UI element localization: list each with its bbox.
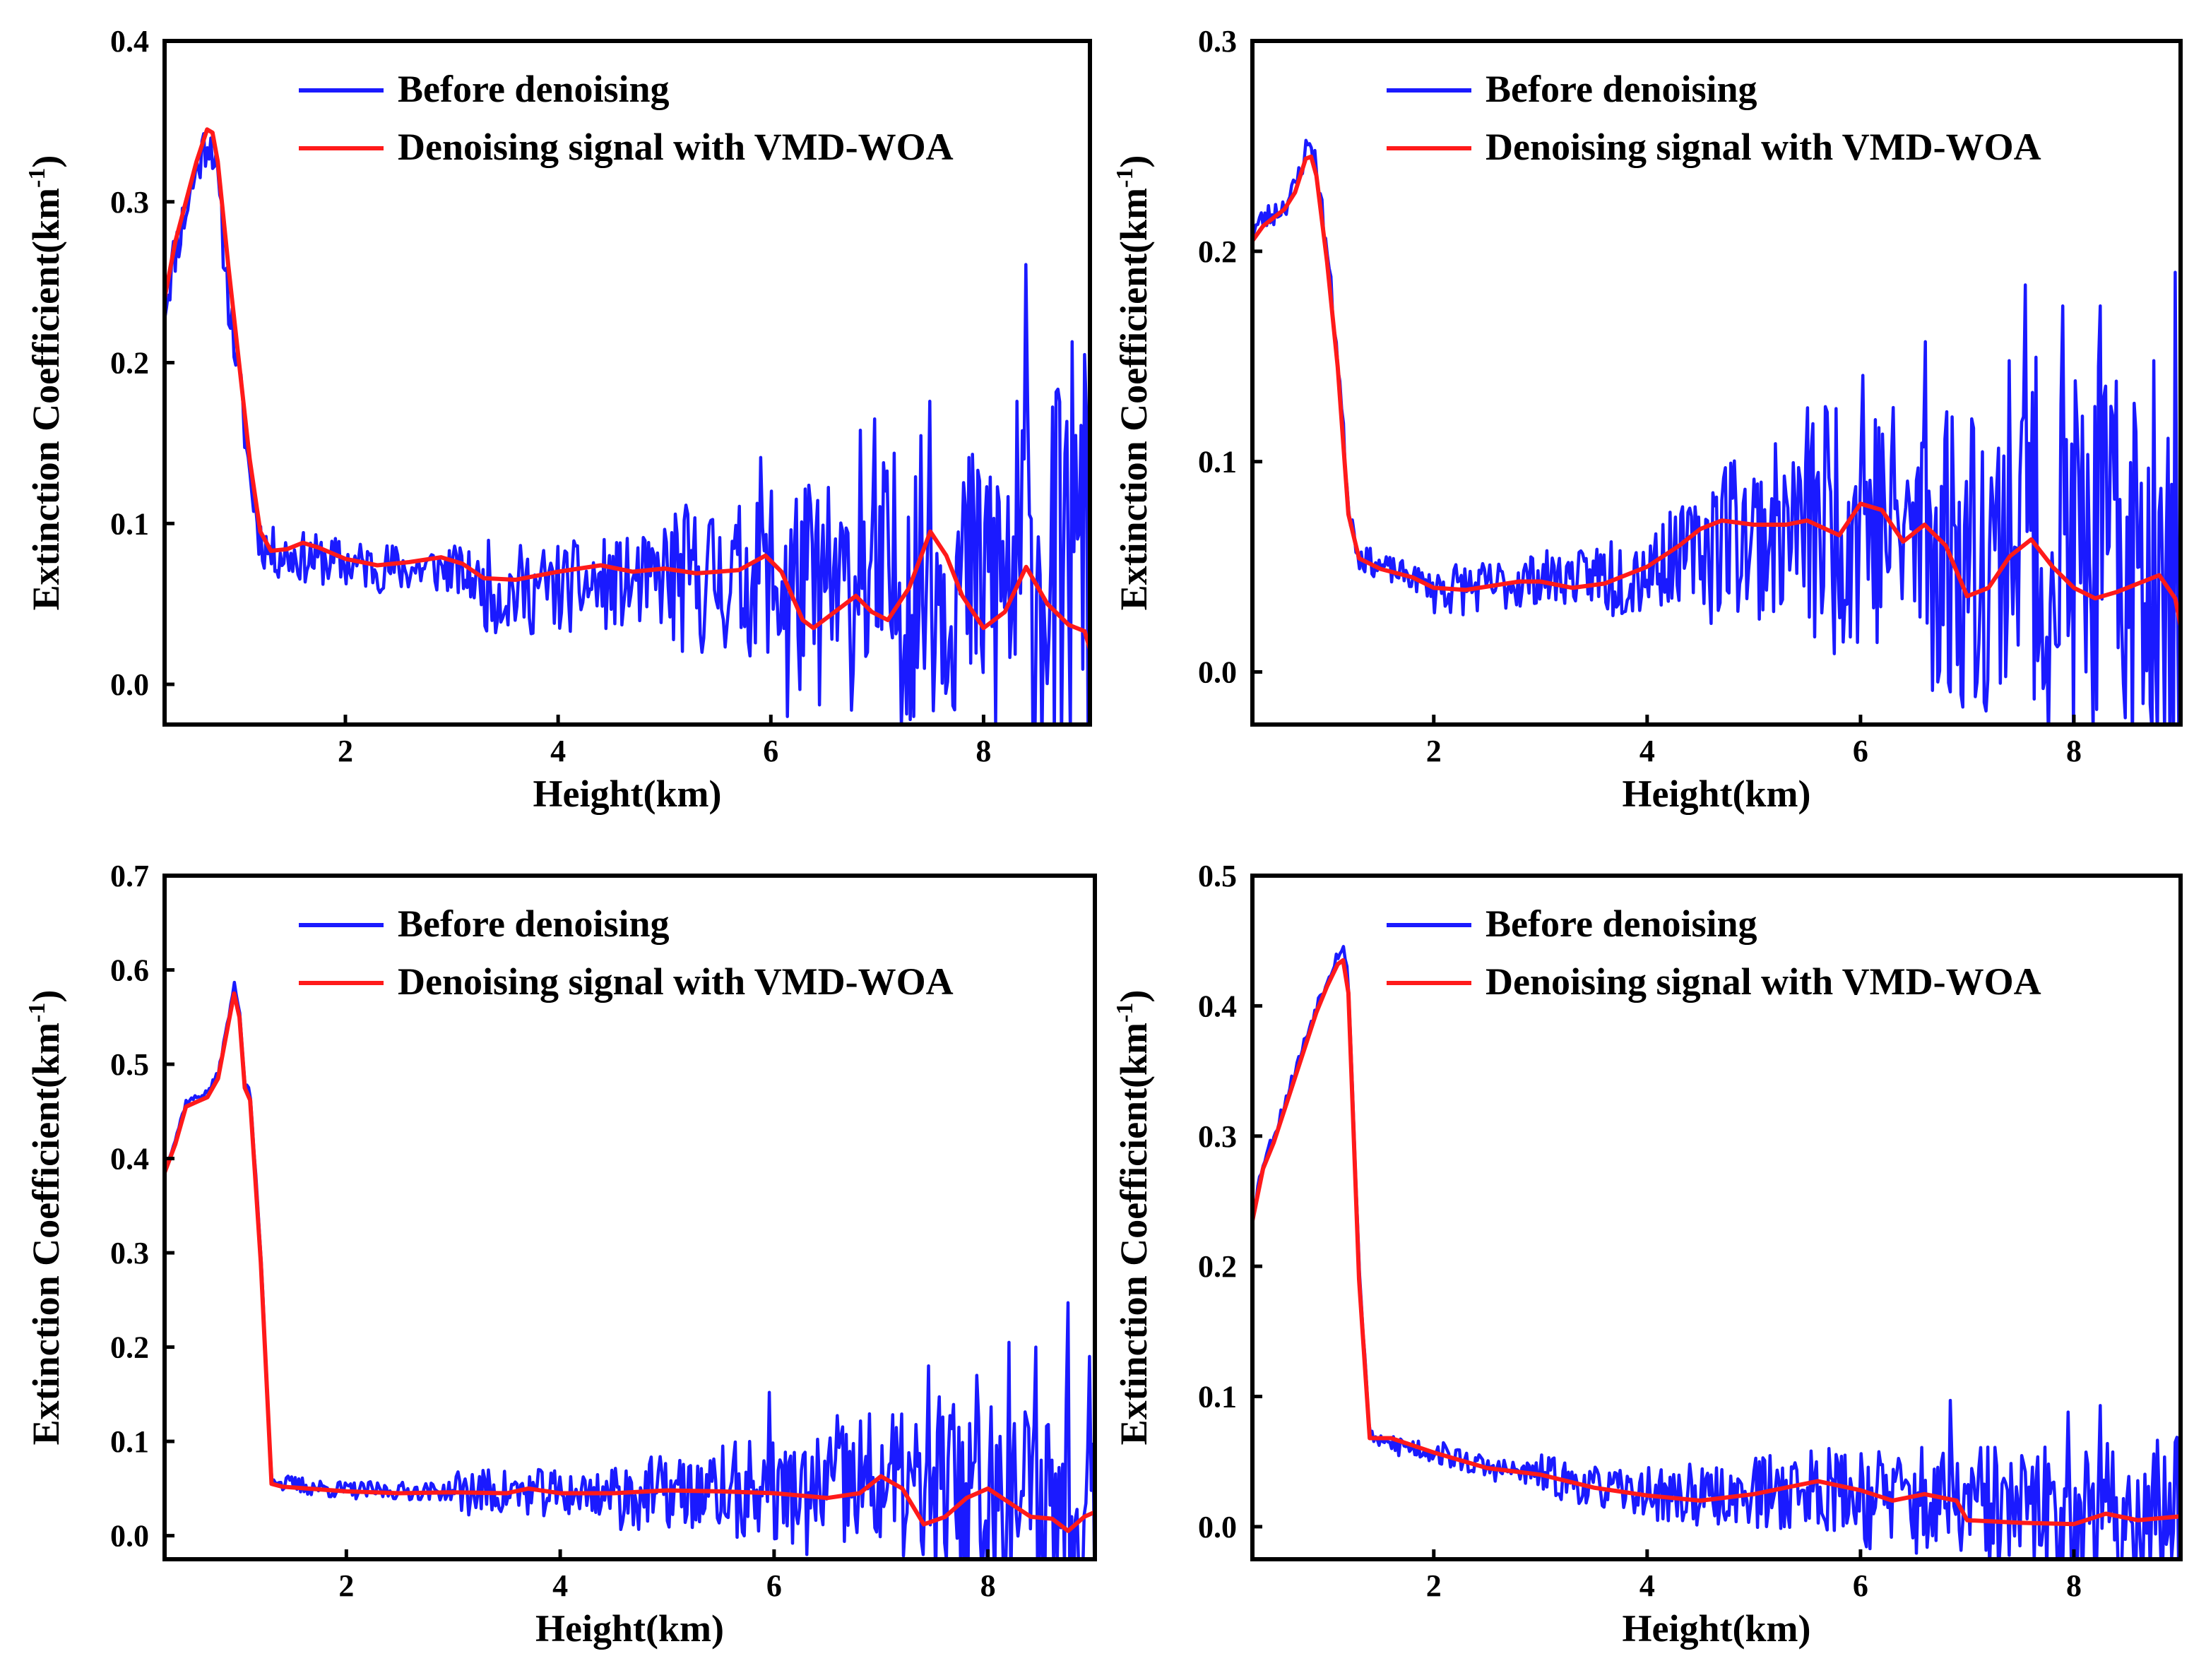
y-tick-label: 0.1 — [110, 506, 149, 541]
legend-label-denoised: Denoising signal with VMD-WOA — [1486, 126, 2041, 168]
legend: Before denoising Denoising signal with VM… — [299, 68, 954, 168]
x-tick-label: 4 — [1639, 1568, 1655, 1603]
y-axis-title-superscript: -1 — [24, 1003, 50, 1023]
x-tick-label: 4 — [1639, 734, 1655, 768]
y-tick-label: 0.0 — [1198, 1510, 1237, 1544]
series-line-before-denoising — [1252, 945, 2181, 1559]
x-tick-label: 4 — [552, 1568, 568, 1603]
legend-label-before: Before denoising — [398, 68, 670, 110]
x-axis-title: Height(km) — [533, 773, 722, 815]
legend: Before denoising Denoising signal with VM… — [299, 902, 954, 1003]
plot-area — [1252, 138, 2181, 725]
y-tick-label: 0.0 — [1198, 655, 1237, 690]
y-axis-title-close: ) — [1113, 155, 1155, 168]
x-tick-label: 8 — [2066, 734, 2082, 768]
x-tick-label: 6 — [763, 734, 778, 768]
plot-frame — [1250, 39, 2183, 727]
y-axis-title-superscript: -1 — [24, 168, 50, 188]
y-axis-title-close: ) — [25, 990, 67, 1003]
series-line-before-denoising — [1252, 138, 2181, 725]
legend-label-before: Before denoising — [1486, 902, 1757, 945]
plot-frame — [162, 874, 1097, 1561]
legend: Before denoising Denoising signal with VM… — [1387, 902, 2041, 1003]
x-tick-label: 6 — [1853, 734, 1868, 768]
y-axis-title: Extinction Coefficient(km-1) — [1112, 990, 1155, 1446]
chart-panel-top-left: 2 4 6 8 0.0 0.1 0.2 0.3 0.4 Height(km) Extinction … — [24, 24, 1092, 815]
x-tick-label: 2 — [338, 734, 353, 768]
y-axis-title-superscript: -1 — [1112, 1003, 1138, 1023]
plot-frame — [1250, 874, 2183, 1561]
legend-label-denoised: Denoising signal with VMD-WOA — [398, 960, 954, 1003]
y-tick-label: 0.7 — [110, 859, 149, 893]
plot-frame — [162, 39, 1092, 727]
y-tick-label: 0.3 — [1198, 1119, 1237, 1154]
x-tick-label: 2 — [338, 1568, 354, 1603]
x-tick-label: 2 — [1426, 734, 1442, 768]
y-tick-label: 0.2 — [1198, 1249, 1237, 1284]
y-tick-label: 0.4 — [110, 24, 149, 59]
y-tick-label: 0.2 — [110, 1330, 149, 1365]
y-tick-label: 0.0 — [110, 667, 149, 702]
y-axis-title-main: Extinction Coefficient(km — [25, 1023, 67, 1445]
x-tick-label: 6 — [766, 1568, 782, 1603]
x-tick-label: 8 — [975, 734, 991, 768]
x-axis-title: Height(km) — [1623, 773, 1811, 815]
y-tick-label: 0.1 — [1198, 445, 1237, 479]
y-tick-label: 0.1 — [110, 1424, 149, 1459]
y-tick-label: 0.6 — [110, 953, 149, 988]
y-axis-title-main: Extinction Coefficient(km — [1113, 1023, 1155, 1445]
series-line-before-denoising — [165, 980, 1095, 1559]
y-tick-label: 0.3 — [110, 185, 149, 220]
y-tick-label: 0.5 — [110, 1047, 149, 1082]
y-axis-title: Extinction Coefficient(km-1) — [24, 155, 67, 611]
y-tick-label: 0.3 — [110, 1236, 149, 1270]
x-tick-label: 8 — [980, 1568, 996, 1603]
y-axis-title-main: Extinction Coefficient(km — [25, 188, 67, 610]
y-tick-label: 0.4 — [110, 1142, 149, 1176]
y-tick-label: 0.1 — [1198, 1380, 1237, 1414]
y-tick-label: 0.2 — [1198, 234, 1237, 269]
y-axis-title-close: ) — [25, 155, 67, 168]
x-tick-label: 2 — [1426, 1568, 1442, 1603]
legend: Before denoising Denoising signal with VM… — [1387, 68, 2041, 168]
y-tick-label: 0.4 — [1198, 989, 1237, 1023]
plot-area — [165, 980, 1095, 1559]
series-line-denoised — [1252, 154, 2181, 626]
plot-area — [165, 127, 1090, 725]
series-line-denoised — [165, 991, 1095, 1533]
legend-label-before: Before denoising — [398, 902, 670, 945]
chart-panel-bottom-left: 2 4 6 8 0.0 0.1 0.2 0.3 0.4 0.5 0.6 0.7 Height(km) Ex… — [24, 859, 1097, 1650]
chart-panel-bottom-right: 2 4 6 8 0.0 0.1 0.2 0.3 0.4 0.5 Height(km) Extincti… — [1112, 859, 2183, 1650]
x-tick-label: 4 — [550, 734, 566, 768]
x-axis-title: Height(km) — [1623, 1607, 1811, 1650]
y-axis-title-close: ) — [1113, 990, 1155, 1003]
y-axis-title-superscript: -1 — [1112, 168, 1138, 188]
x-axis-title: Height(km) — [535, 1607, 724, 1650]
legend-label-denoised: Denoising signal with VMD-WOA — [1486, 960, 2041, 1003]
x-tick-label: 6 — [1853, 1568, 1868, 1603]
plot-area — [1252, 945, 2181, 1559]
y-tick-label: 0.5 — [1198, 859, 1237, 893]
legend-label-before: Before denoising — [1486, 68, 1757, 110]
series-line-denoised — [1252, 958, 2181, 1527]
chart-panel-top-right: 2 4 6 8 0.0 0.1 0.2 0.3 Height(km) Extinction Coe… — [1112, 24, 2183, 815]
legend-label-denoised: Denoising signal with VMD-WOA — [398, 126, 954, 168]
series-line-before-denoising — [165, 132, 1090, 725]
y-tick-label: 0.3 — [1198, 24, 1237, 59]
y-axis-title: Extinction Coefficient(km-1) — [24, 990, 67, 1446]
y-axis-title: Extinction Coefficient(km-1) — [1112, 155, 1155, 611]
x-tick-label: 8 — [2066, 1568, 2082, 1603]
series-line-denoised — [165, 127, 1090, 650]
y-tick-label: 0.2 — [110, 346, 149, 381]
y-tick-label: 0.0 — [110, 1519, 149, 1554]
y-axis-title-main: Extinction Coefficient(km — [1113, 188, 1155, 610]
